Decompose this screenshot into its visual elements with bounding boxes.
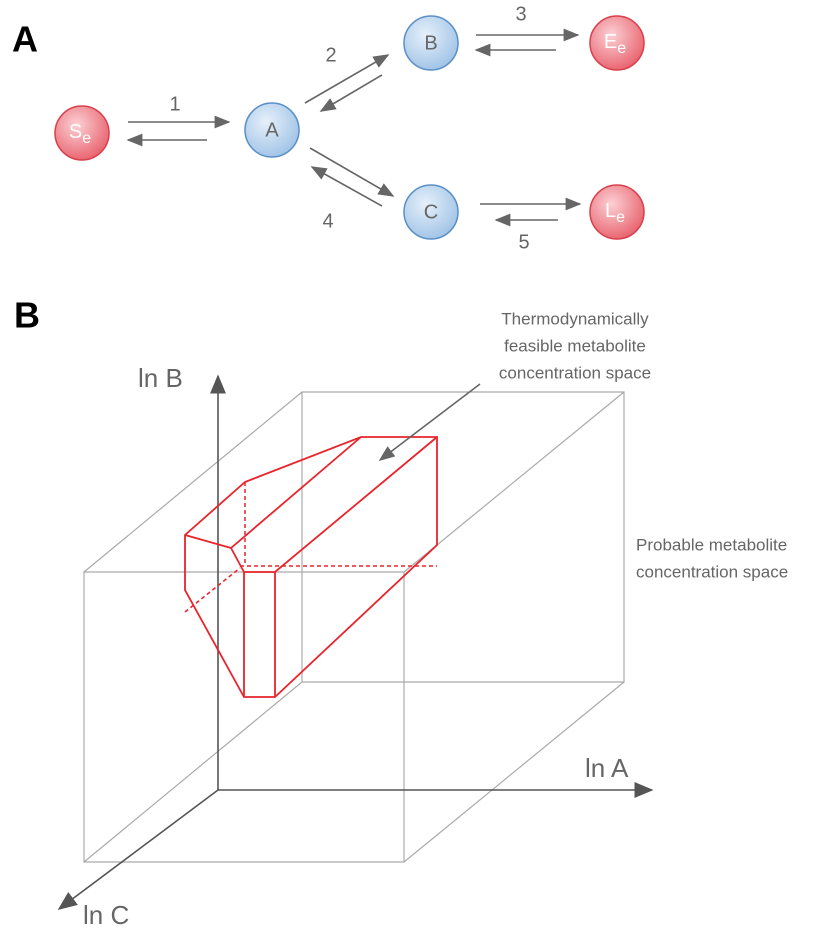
node (403, 15, 459, 71)
polytope-outline (184, 436, 438, 698)
node (54, 105, 110, 161)
node (589, 184, 645, 240)
hidden-edges (184, 482, 437, 613)
annotation: Thermodynamically (501, 309, 649, 328)
label: L (605, 200, 616, 222)
label: E (604, 31, 617, 53)
annotation: Probable metabolite (636, 535, 787, 554)
axis-label: ln A (585, 753, 629, 783)
arrow (304, 54, 390, 104)
nodes: Se A B C Ee Le (54, 15, 645, 240)
annotation: concentration space (636, 562, 788, 581)
node (403, 184, 459, 240)
node (589, 15, 645, 71)
panel-label: A (12, 19, 38, 60)
reaction-number: 2 (325, 44, 336, 66)
node-label: B (424, 32, 437, 54)
arrow (310, 166, 383, 207)
sub: e (616, 209, 625, 226)
reaction-arrows: 1 2 3 4 5 (126, 3, 582, 253)
node-label: Ee (604, 31, 626, 57)
reaction-number: 1 (169, 93, 180, 115)
reaction-number: 4 (322, 210, 333, 232)
feasible-polytope (184, 436, 438, 698)
node-label: C (424, 201, 438, 223)
axis-label: ln C (83, 900, 129, 930)
node-label: Le (605, 200, 625, 226)
sub: e (617, 40, 626, 57)
arrow (319, 74, 383, 112)
node-label: Se (69, 121, 91, 147)
polytope-edges (184, 436, 438, 697)
node (244, 102, 300, 158)
box (83, 391, 625, 863)
probable-space-box (83, 391, 625, 863)
sub: e (82, 130, 91, 147)
arrow (309, 147, 395, 197)
annotation-arrow (378, 383, 481, 461)
node-label: A (265, 119, 279, 141)
annotations: Thermodynamically feasible metabolite co… (378, 309, 788, 581)
annotation: concentration space (499, 363, 651, 382)
reaction-number: 3 (515, 3, 526, 25)
axis (57, 789, 219, 910)
panel-label: B (14, 295, 40, 336)
annotation: feasible metabolite (504, 336, 646, 355)
axes: ln B ln A ln C (57, 363, 654, 930)
label: S (69, 121, 82, 143)
axis-label: ln B (138, 363, 183, 393)
reaction-number: 5 (518, 231, 529, 253)
